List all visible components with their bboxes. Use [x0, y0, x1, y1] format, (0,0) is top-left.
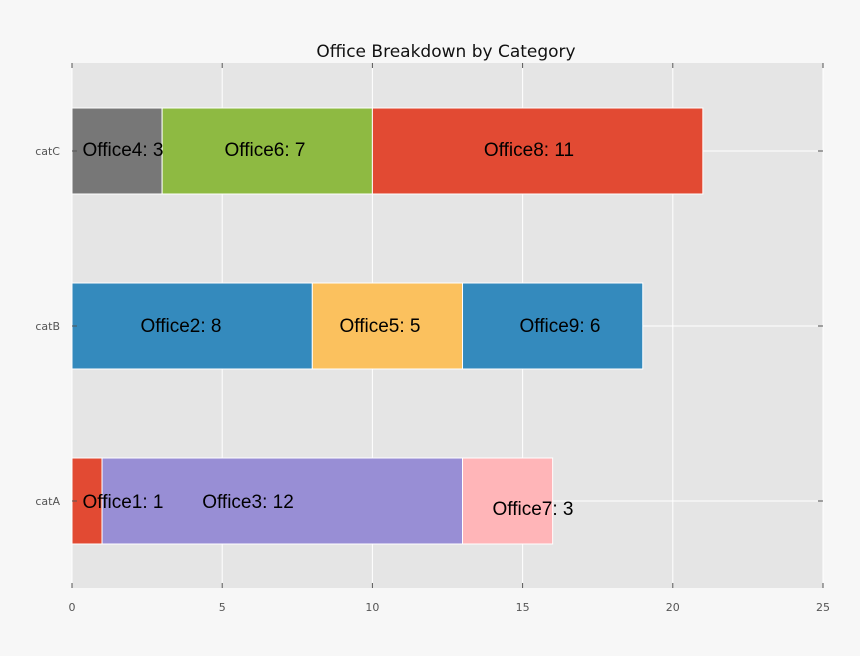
x-tick-label: 5	[219, 601, 226, 614]
y-tick-label: catA	[35, 495, 60, 508]
bar-data-label: Office7: 3	[493, 499, 574, 520]
bar-segment	[71, 282, 313, 370]
bar-segment	[462, 457, 554, 545]
bars	[71, 107, 704, 545]
x-tick-label: 0	[69, 601, 76, 614]
x-tick-label: 10	[365, 601, 379, 614]
bar-data-label: Office2: 8	[141, 316, 222, 337]
bar-data-label: Office1: 1	[83, 492, 164, 513]
x-tick-label: 20	[666, 601, 680, 614]
bar-data-label: Office8: 11	[484, 140, 574, 161]
bar-segment	[71, 107, 163, 195]
y-tick-label: catB	[35, 320, 60, 333]
bar-data-label: Office9: 6	[520, 316, 601, 337]
bar-segment	[161, 107, 373, 195]
axes: 0 5 10 15 20 25 catA catB catC	[35, 63, 830, 614]
bar-data-label: Office4: 3	[83, 140, 164, 161]
bar-data-label: Office6: 7	[225, 140, 306, 161]
bar-segment	[462, 282, 644, 370]
bar-data-label: Office3: 12	[202, 492, 294, 513]
x-tick-label: 25	[816, 601, 830, 614]
chart-title: Office Breakdown by Category	[316, 42, 575, 62]
y-tick-label: catC	[35, 145, 60, 158]
bar-segment	[371, 107, 704, 195]
x-tick-label: 15	[516, 601, 530, 614]
bar-labels: Office1: 1 Office3: 12 Office7: 3 Office2: …	[83, 140, 601, 520]
bar-segment	[311, 282, 464, 370]
bar-data-label: Office5: 5	[340, 316, 421, 337]
